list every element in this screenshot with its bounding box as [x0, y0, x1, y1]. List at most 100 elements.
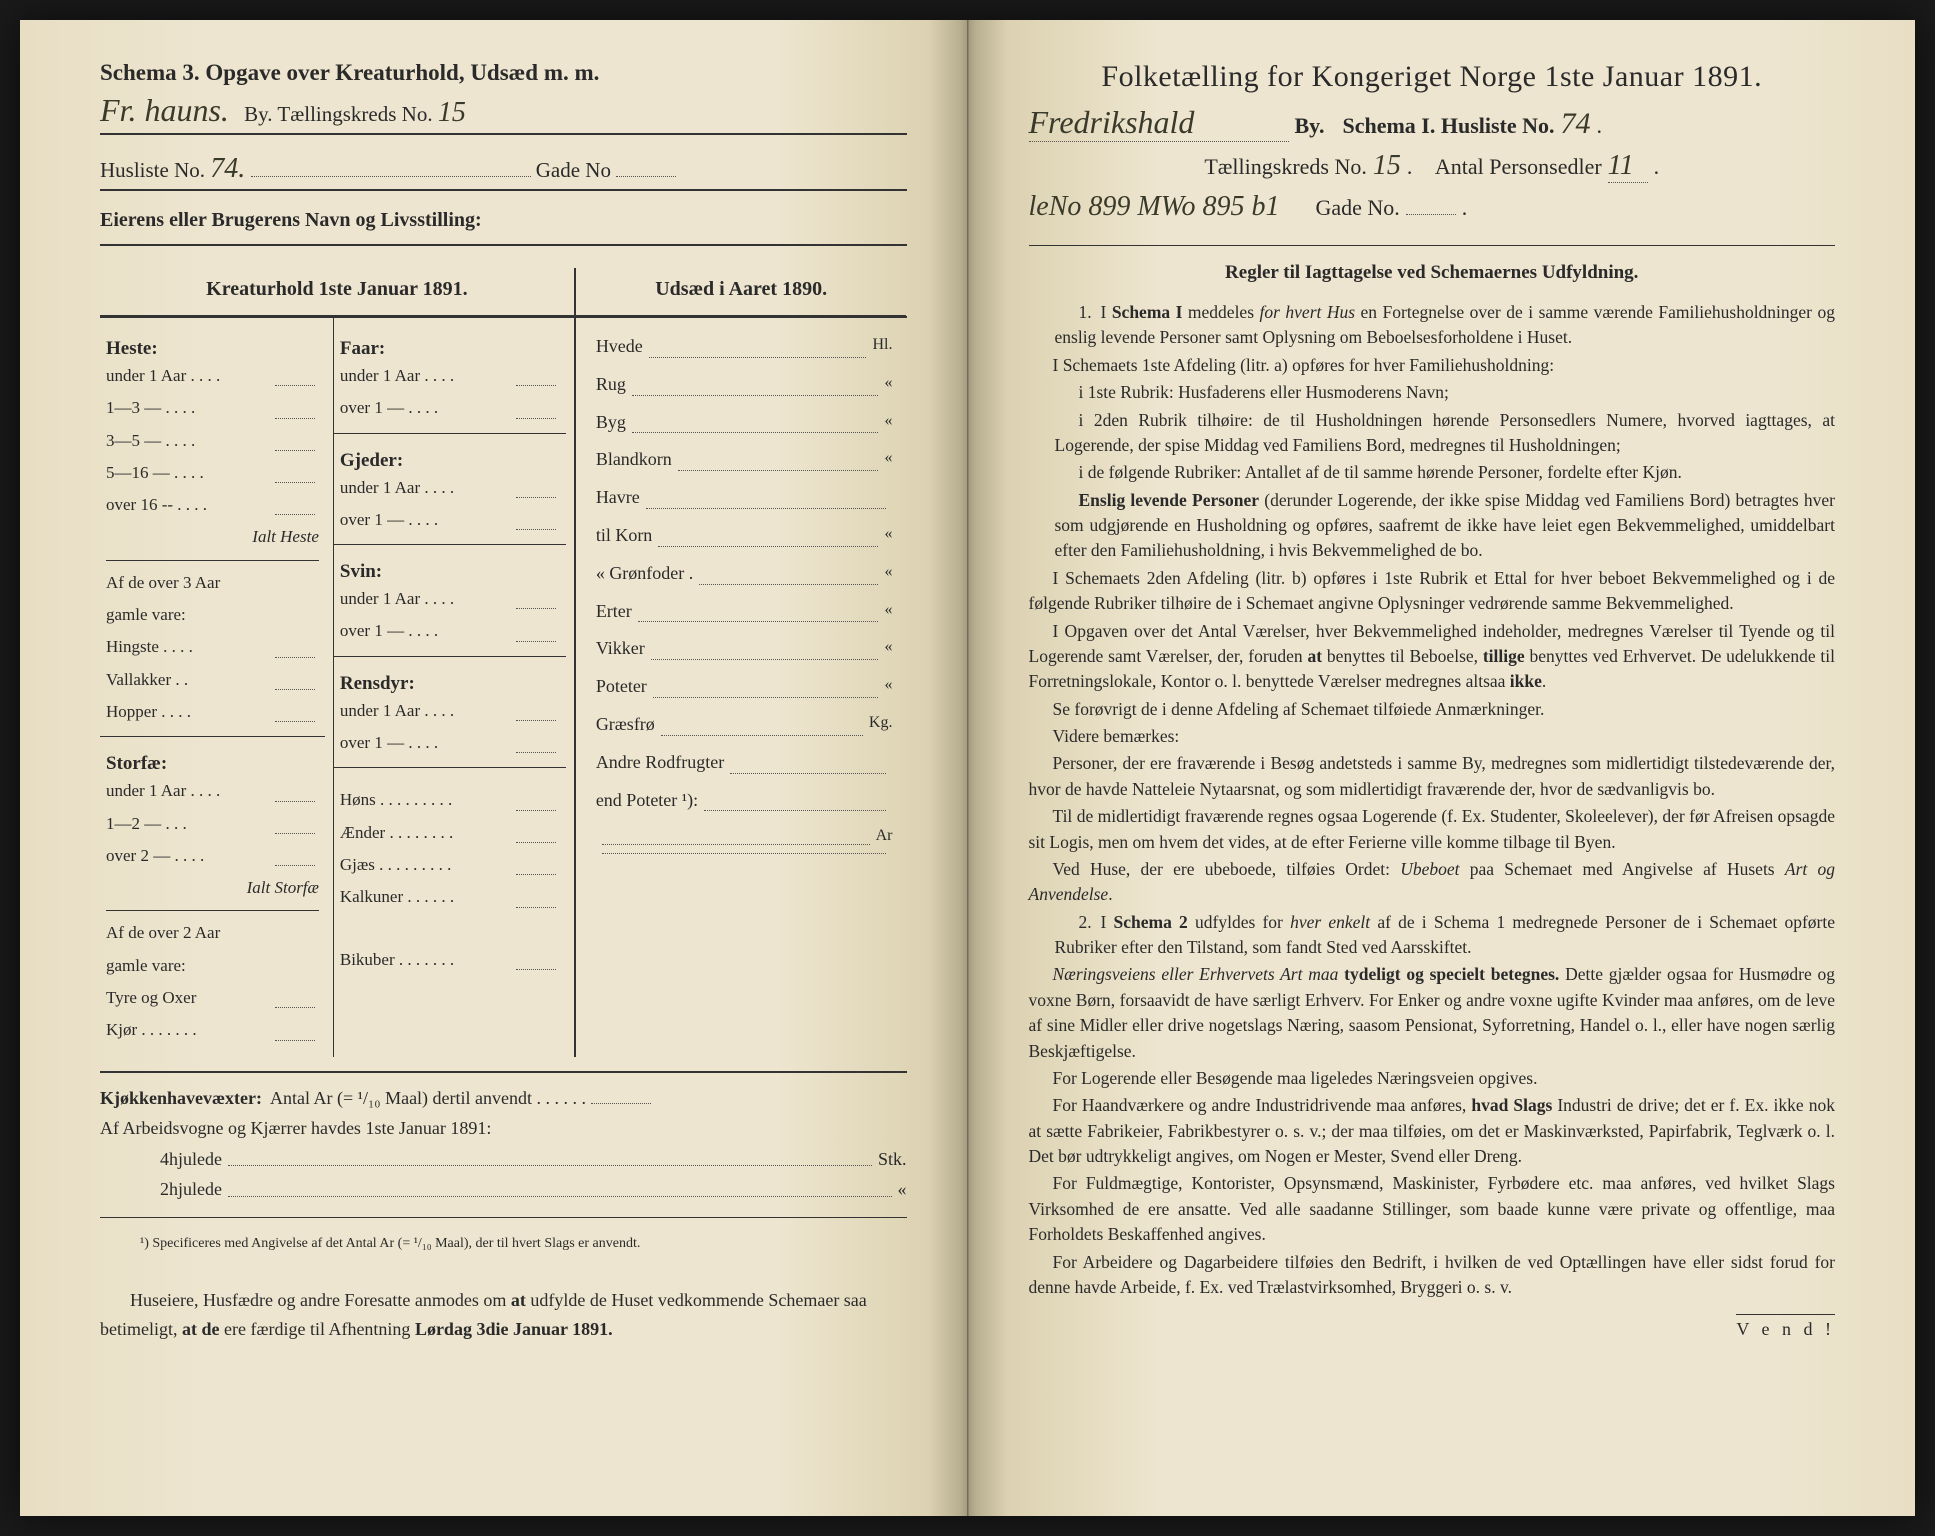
faar-title: Faar: — [340, 338, 560, 360]
closing-text: Huseiere, Husfædre og andre Foresatte an… — [100, 1286, 907, 1344]
table-row: under 1 Aar . . . . — [106, 775, 319, 807]
table-row: Bikuber . . . . . . . — [340, 944, 560, 976]
tables-row: Heste: under 1 Aar . . . . 1—3 — . . . .… — [100, 316, 907, 1057]
rule-p: Videre bemærkes: — [1029, 724, 1836, 749]
gamle-vare: gamle vare: — [106, 599, 319, 631]
schema3-title: Schema 3. Opgave over Kreaturhold, Udsæd… — [100, 60, 907, 86]
husliste-hw: 74 — [1561, 107, 1591, 141]
table-row: Gjæs . . . . . . . . . — [340, 849, 560, 881]
table-row: over 2 — . . . . — [106, 840, 319, 872]
ialt-storfae: Ialt Storfæ — [106, 872, 319, 904]
rule-p: Personer, der ere fraværende i Besøg and… — [1029, 751, 1836, 802]
table-row: 1—2 — . . . — [106, 808, 319, 840]
kreds-hw: 15 — [1373, 150, 1401, 182]
rule-p: Til de midlertidigt fraværende regnes og… — [1029, 804, 1836, 855]
table-row: Poteter« — [596, 668, 893, 706]
fill — [251, 176, 531, 177]
rule-p: For Haandværkere og andre Industridriven… — [1029, 1093, 1836, 1169]
rule-p: For Fuldmægtige, Kontorister, Opsynsmænd… — [1029, 1171, 1836, 1247]
rule-p: i 1ste Rubrik: Husfaderens eller Husmode… — [1029, 380, 1836, 405]
svin-title: Svin: — [340, 561, 560, 583]
census-book-spread: Schema 3. Opgave over Kreaturhold, Udsæd… — [20, 20, 1915, 1516]
rule-p: Enslig levende Personer (derunder Logere… — [1029, 488, 1836, 564]
table-row: over 16 -- . . . . — [106, 489, 319, 521]
rule-p: I Opgaven over det Antal Værelser, hver … — [1029, 619, 1836, 695]
rule-p: i de følgende Rubriker: Antallet af de t… — [1029, 460, 1836, 485]
rule-p: I Schemaets 1ste Afdeling (litr. a) opfø… — [1029, 353, 1836, 378]
rensdyr-title: Rensdyr: — [340, 673, 560, 695]
right-page-schema1: Folketælling for Kongeriget Norge 1ste J… — [968, 20, 1916, 1516]
table-row: under 1 Aar . . . . — [106, 360, 319, 392]
town-hw: Fredrikshald — [1029, 104, 1289, 142]
table-row: Havre — [596, 479, 893, 517]
extra-hw: leNo 899 MWo 895 b1 — [1029, 191, 1280, 223]
hjul2: 2hjulede« — [160, 1174, 907, 1205]
vend: V e n d ! — [1736, 1314, 1835, 1340]
table-row: Ænder . . . . . . . . — [340, 817, 560, 849]
table-row: Erter« — [596, 593, 893, 631]
rule-p: 1.I Schema I meddeles for hvert Hus en F… — [1029, 300, 1836, 351]
rh-line3: leNo 899 MWo 895 b1 Gade No. . — [1029, 191, 1836, 223]
af2aar: Af de over 2 Aar — [106, 917, 319, 949]
table-row: end Poteter ¹): — [596, 782, 893, 820]
table-row: Blandkorn« — [596, 441, 893, 479]
husliste-label: Husliste No. — [100, 158, 205, 182]
table-row: Høns . . . . . . . . . — [340, 784, 560, 816]
table-row: over 1 — . . . . — [340, 392, 560, 424]
kreds-no-hw: 15 — [438, 97, 466, 129]
rule-p: Se forøvrigt de i denne Afdeling af Sche… — [1029, 697, 1836, 722]
gade-label: Gade No — [536, 158, 611, 182]
hjul4: 4hjuledeStk. — [160, 1144, 907, 1175]
table-row: Ar — [596, 819, 893, 853]
footnote: ¹) Specificeres med Angivelse af det Ant… — [140, 1232, 907, 1256]
husliste-no-hw: 74. — [210, 153, 245, 185]
bottom-section: Kjøkkenhavevæxter: Antal Ar (= ¹/₁₀ Maal… — [100, 1071, 907, 1344]
rule-p: For Logerende eller Besøgende maa ligele… — [1029, 1066, 1836, 1091]
ialt-heste: Ialt Heste — [106, 521, 319, 553]
table-row: til Korn« — [596, 517, 893, 555]
table-row: under 1 Aar . . . . — [340, 472, 560, 504]
rh-line2: Tællingskreds No. 15 . Antal Personsedle… — [1029, 150, 1836, 183]
table-row: « Grønfoder .« — [596, 555, 893, 593]
gjeder-title: Gjeder: — [340, 450, 560, 472]
header-line-2: Husliste No. 74. Gade No — [100, 153, 907, 191]
antal-hw: 11 — [1608, 150, 1648, 183]
table-row: over 1 — . . . . — [340, 504, 560, 536]
eierens-label: Eierens eller Brugerens Navn og Livsstil… — [100, 209, 907, 246]
schema-husliste-label: Schema I. Husliste No. — [1342, 113, 1554, 139]
table-row: 5—16 — . . . . — [106, 457, 319, 489]
rule-p: Ved Huse, der ere ubeboede, tilføies Ord… — [1029, 857, 1836, 908]
census-title: Folketælling for Kongeriget Norge 1ste J… — [1029, 60, 1836, 94]
table-row: over 1 — . . . . — [340, 727, 560, 759]
table-row: 1—3 — . . . . — [106, 392, 319, 424]
table-row: under 1 Aar . . . . — [340, 583, 560, 615]
table-headers: Kreaturhold 1ste Januar 1891. Udsæd i Aa… — [100, 268, 907, 316]
col-faar: Faar: under 1 Aar . . . . over 1 — . . .… — [334, 318, 576, 1057]
gamle-vare2: gamle vare: — [106, 950, 319, 982]
left-page-schema3: Schema 3. Opgave over Kreaturhold, Udsæd… — [20, 20, 968, 1516]
kreds-label: Tællingskreds No. — [1204, 154, 1367, 180]
by: By. — [1295, 113, 1325, 139]
table-row: Vikker« — [596, 630, 893, 668]
rh-line1: Fredrikshald By. Schema I. Husliste No. … — [1029, 104, 1836, 142]
antal-label: Antal Personsedler — [1435, 154, 1602, 180]
table-row: under 1 Aar . . . . — [340, 360, 560, 392]
col-udsaed: HvedeHl.Rug«Byg«Blandkorn«Havre til Korn… — [576, 318, 907, 1057]
table-row: Vallakker . . — [106, 664, 319, 696]
rule-p: 2.I Schema 2 udfyldes for hver enkelt af… — [1029, 910, 1836, 961]
storfae-title: Storfæ: — [106, 753, 319, 775]
table-row — [596, 853, 893, 862]
table-row: Kalkuner . . . . . . — [340, 881, 560, 913]
table-row: Byg« — [596, 404, 893, 442]
header-line-1: Fr. hauns. By. Tællingskreds No. 15 — [100, 92, 907, 135]
udsaed-header: Udsæd i Aaret 1890. — [576, 268, 907, 316]
table-row: Andre Rodfrugter — [596, 744, 893, 782]
gade-label-r: Gade No. — [1315, 195, 1399, 221]
kreatur-header: Kreaturhold 1ste Januar 1891. — [100, 268, 576, 316]
table-row: 3—5 — . . . . — [106, 425, 319, 457]
table-row: under 1 Aar . . . . — [340, 695, 560, 727]
regler-title: Regler til Iagttagelse ved Schemaernes U… — [1029, 245, 1836, 284]
table-row: Hingste . . . . — [106, 631, 319, 663]
table-row: Kjør . . . . . . . — [106, 1014, 319, 1046]
kjokken-line: Kjøkkenhavevæxter: Antal Ar (= ¹/₁₀ Maal… — [100, 1083, 907, 1114]
